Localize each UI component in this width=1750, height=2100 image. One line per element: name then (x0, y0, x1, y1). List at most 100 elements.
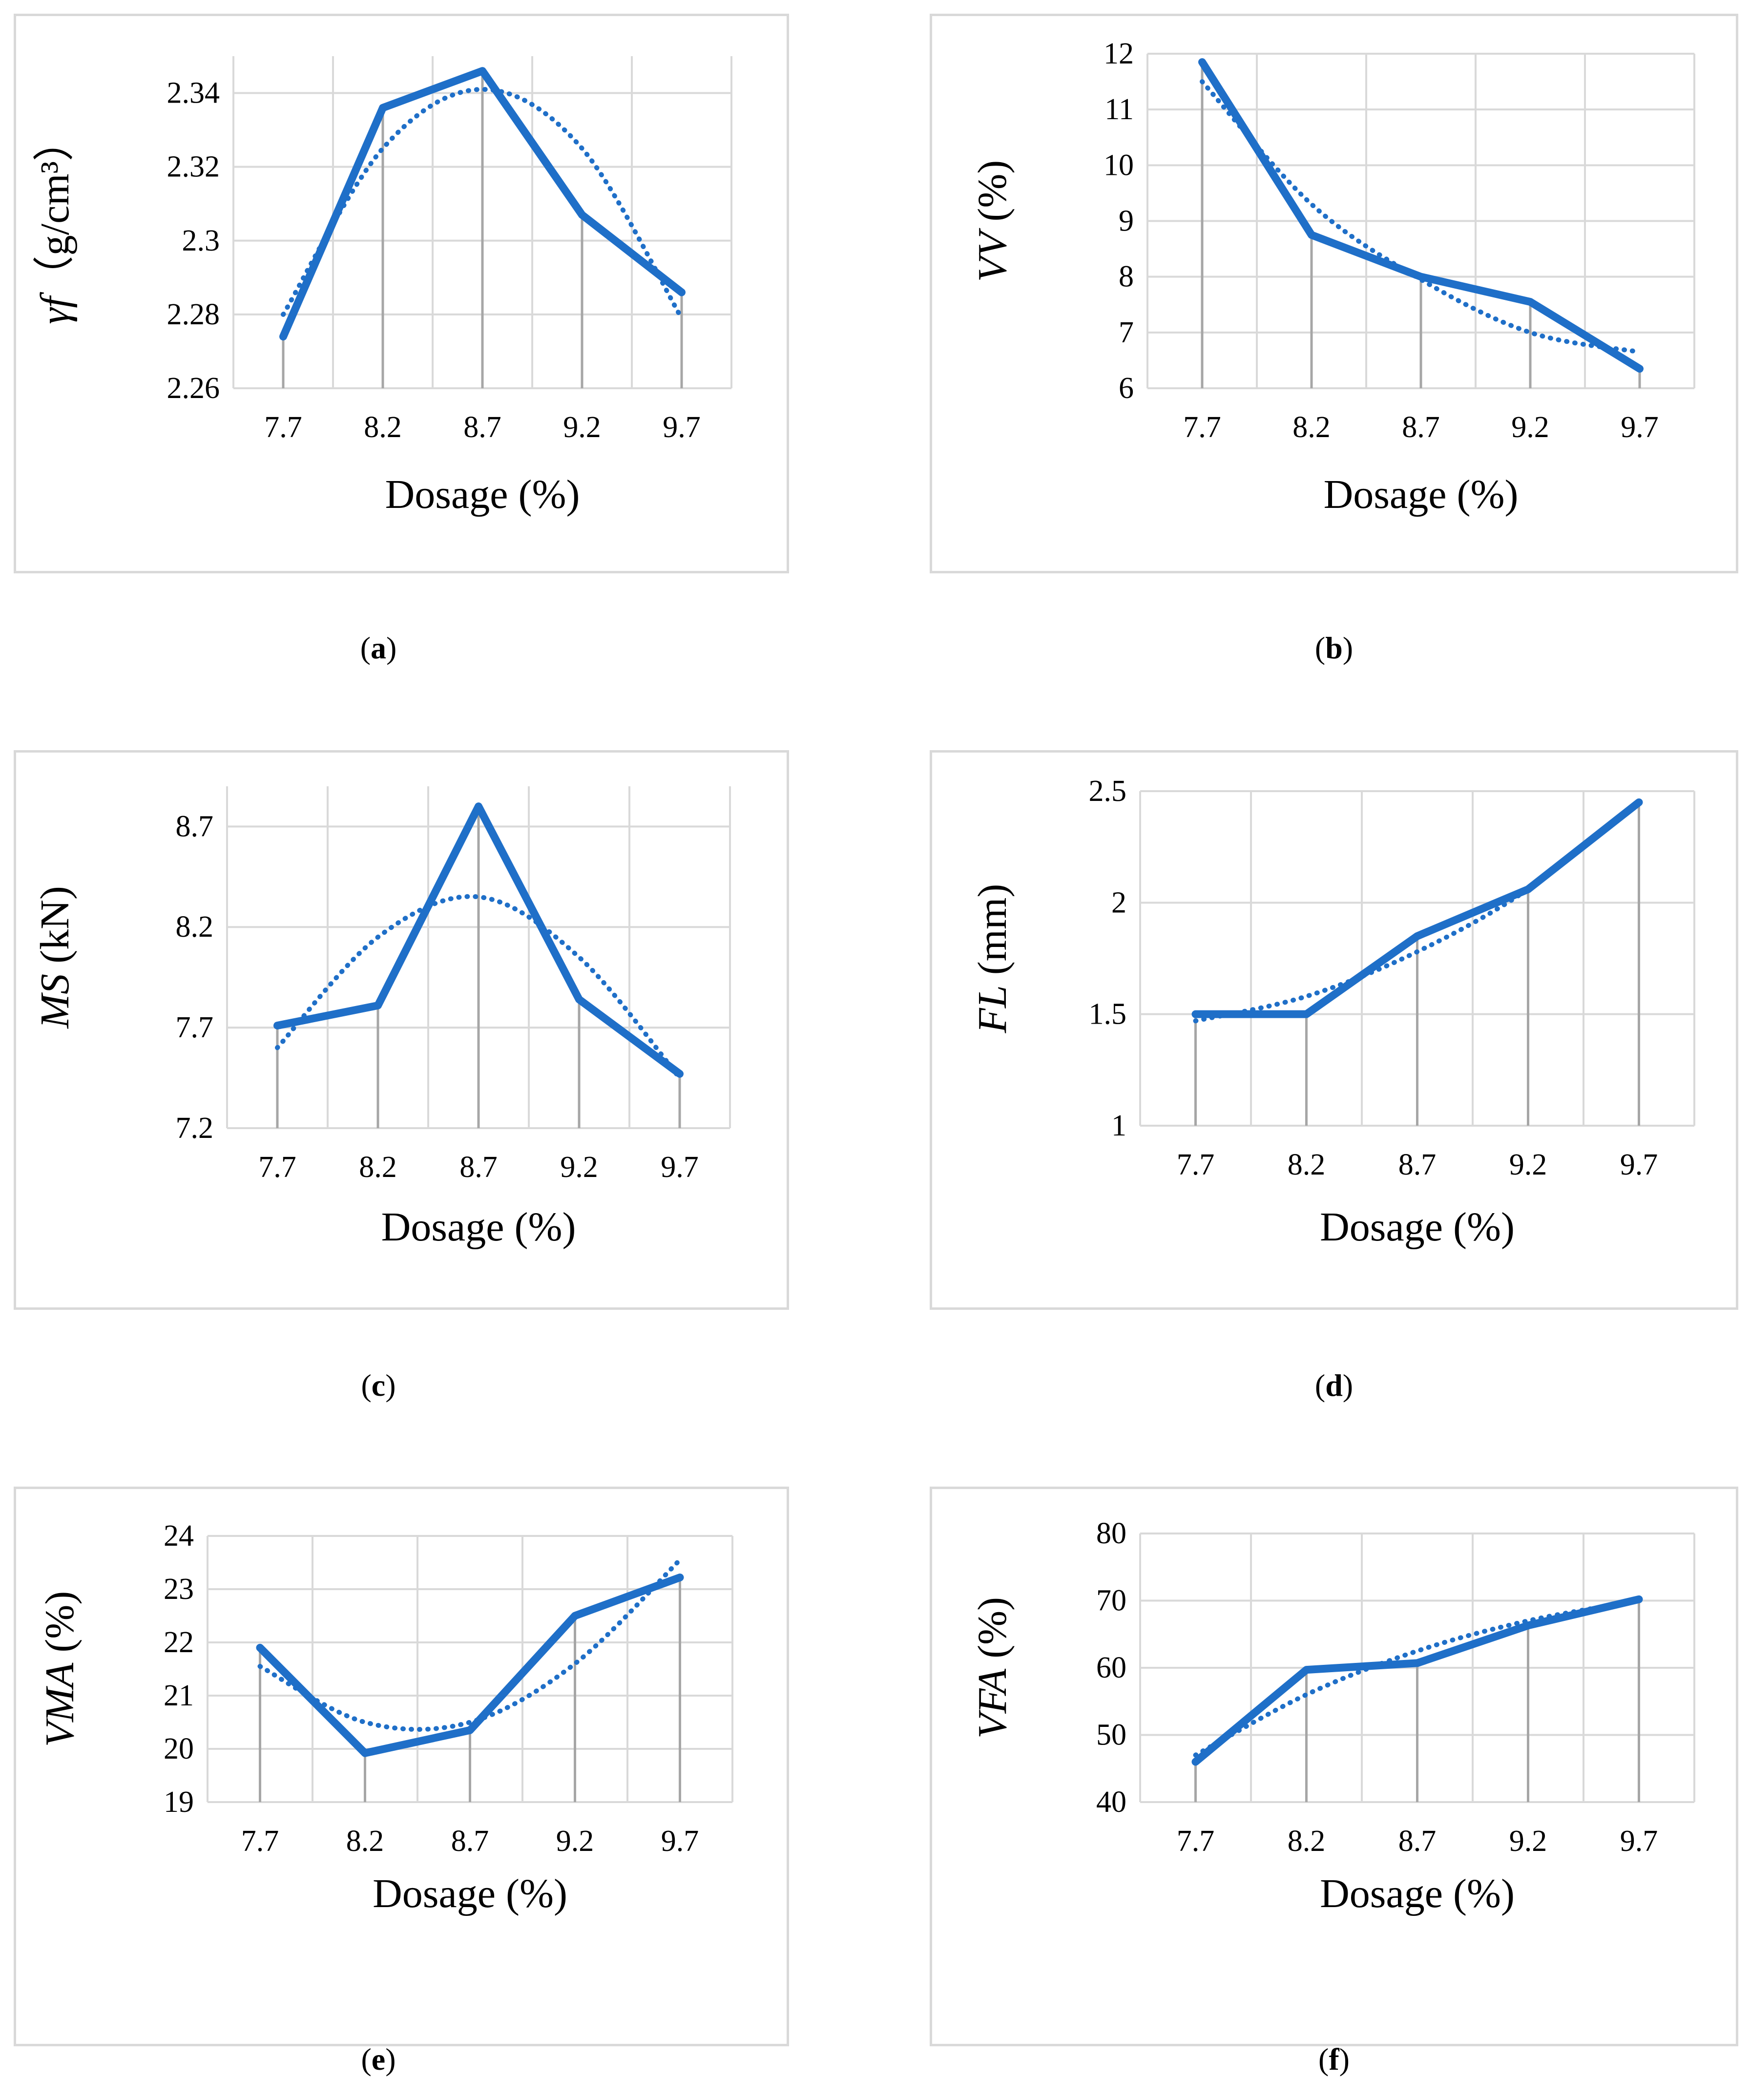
data-point (466, 1726, 474, 1734)
x-tick-label: 9.7 (1621, 411, 1659, 444)
data-point (1414, 932, 1421, 940)
y-tick-label: 6 (1119, 372, 1134, 405)
x-tick-label: 8.7 (463, 411, 501, 444)
x-tick-label: 8.2 (1288, 1148, 1326, 1181)
data-point (579, 211, 585, 218)
data-point (571, 1612, 579, 1619)
y-tick-label: 60 (1096, 1651, 1126, 1684)
x-tick-label: 9.2 (560, 1151, 598, 1184)
chart-c: 7.2 7.7 8.2 8.7 7.7 8.2 8.7 9.2 9.7 Dosage (%) MS … (32, 786, 731, 1250)
y-tick-label: 9 (1119, 205, 1134, 238)
y-tick-label: 7.7 (176, 1011, 214, 1044)
panel-c-frame (14, 750, 789, 1310)
y-axis-symbol: MS (32, 974, 78, 1029)
x-tick-label: 9.7 (661, 1151, 699, 1184)
data-point (1527, 298, 1534, 306)
caption-a: (a) (305, 630, 452, 666)
panel-b-frame (930, 14, 1738, 573)
x-tick-label: 8.2 (359, 1151, 397, 1184)
caption-b: (b) (1261, 630, 1407, 666)
y-tick-label: 2 (1111, 886, 1126, 919)
series-line-measured (256, 1574, 684, 1757)
x-axis-label: Dosage (%) (1320, 1871, 1515, 1916)
y-tick-label: 50 (1096, 1719, 1126, 1752)
caption-open: ( (361, 1368, 372, 1403)
y-tick-label: 7.2 (176, 1112, 214, 1145)
series-line-trend (1193, 799, 1642, 1024)
data-point (375, 1002, 381, 1009)
caption-open: ( (1314, 1368, 1326, 1403)
y-axis-label: γf（g/cm³） (32, 120, 78, 324)
caption-letter: d (1325, 1368, 1343, 1403)
y-tick-label: 24 (164, 1519, 194, 1553)
y-tick-label: 70 (1096, 1584, 1126, 1617)
x-axis-label: Dosage (%) (1320, 1204, 1515, 1250)
caption-close: ) (1342, 630, 1354, 665)
y-tick-label: 80 (1096, 1517, 1126, 1550)
data-point (1192, 1758, 1199, 1765)
y-tick-label: 8.7 (176, 810, 214, 843)
x-axis-label: Dosage (%) (381, 1204, 576, 1250)
y-tick-label: 20 (164, 1732, 194, 1765)
caption-e: (e) (305, 2041, 452, 2078)
data-point (576, 996, 583, 1003)
chart-b: 6 7 8 9 10 11 12 7.7 8.2 8.7 9.2 9.7 Dosage (%) VV (%… (970, 37, 1695, 517)
data-point (1414, 1659, 1421, 1667)
data-point (1524, 1622, 1532, 1629)
x-tick-label: 8.7 (459, 1151, 498, 1184)
y-tick-label: 2.26 (167, 372, 220, 405)
y-tick-label: 8.2 (176, 910, 214, 944)
data-point (379, 104, 386, 111)
x-tick-label: 9.2 (563, 411, 601, 444)
y-tick-label: 2.5 (1089, 775, 1127, 808)
x-tick-label: 9.2 (556, 1825, 594, 1858)
y-tick-label: 8 (1119, 260, 1134, 294)
data-point (1303, 1010, 1310, 1018)
x-tick-label: 8.2 (346, 1825, 384, 1858)
caption-letter: e (371, 2042, 386, 2077)
y-tick-label: 19 (164, 1785, 194, 1819)
caption-close: ) (386, 630, 397, 665)
data-point (678, 289, 685, 296)
caption-letter: b (1325, 630, 1343, 665)
data-point (1199, 59, 1206, 66)
x-tick-label: 8.2 (1288, 1825, 1326, 1858)
y-tick-label: 11 (1104, 93, 1134, 126)
caption-c: (c) (305, 1367, 452, 1404)
y-axis-label: MS (kN) (32, 886, 78, 1029)
x-tick-label: 7.7 (1177, 1825, 1215, 1858)
y-axis-symbol: VFA (970, 1668, 1015, 1739)
caption-letter: c (371, 1368, 386, 1403)
series-line-trend (1193, 1598, 1642, 1758)
data-point (280, 333, 287, 340)
y-axis-label: FL (mm) (970, 884, 1015, 1034)
caption-close: ) (385, 2042, 396, 2077)
chart-f: 40 50 60 70 80 7.7 8.2 8.7 9.2 9.7 Dosage (%) VFA (… (970, 1517, 1695, 1916)
x-axis-label: Dosage (%) (1324, 472, 1519, 517)
x-tick-label: 9.7 (1620, 1148, 1658, 1181)
y-axis-symbol: γf (32, 292, 78, 324)
chart-e: 19 20 21 22 23 24 7.7 8.2 8.7 9.2 9.7 Dosage (%) VMA… (37, 1519, 733, 1916)
data-point (1308, 231, 1315, 239)
x-tick-label: 9.7 (663, 411, 701, 444)
y-tick-label: 22 (164, 1626, 194, 1659)
x-tick-label: 7.7 (1177, 1148, 1215, 1181)
data-point (274, 1022, 281, 1029)
data-point (475, 803, 482, 810)
x-axis-label: Dosage (%) (385, 472, 580, 517)
y-tick-label: 21 (164, 1679, 194, 1712)
caption-letter: f (1329, 2042, 1339, 2077)
series-line-trend (257, 1557, 683, 1732)
y-tick-label: 2.28 (167, 298, 220, 331)
y-axis-symbol: VV (970, 228, 1015, 282)
caption-open: ( (1318, 2042, 1329, 2077)
x-tick-label: 9.2 (1511, 411, 1549, 444)
y-tick-label: 1 (1111, 1109, 1126, 1142)
caption-f: (f) (1261, 2041, 1407, 2078)
x-tick-label: 7.7 (241, 1825, 279, 1858)
x-tick-label: 8.7 (1402, 411, 1440, 444)
caption-d: (d) (1261, 1367, 1407, 1404)
x-tick-label: 8.7 (1398, 1148, 1437, 1181)
y-tick-label: 40 (1096, 1785, 1126, 1819)
y-axis-label: VMA (%) (37, 1591, 83, 1747)
